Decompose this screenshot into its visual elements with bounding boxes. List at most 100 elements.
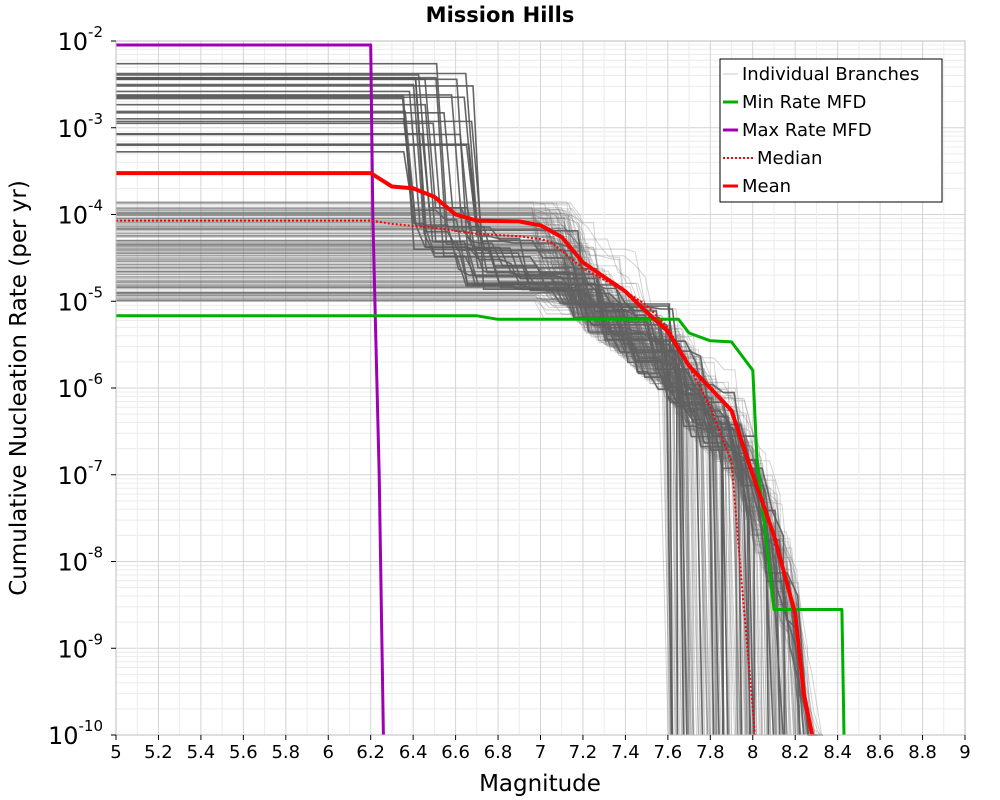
y-tick-label: 10-8 bbox=[57, 544, 103, 577]
individual-branch-line bbox=[116, 287, 677, 736]
y-tick-label: 10-2 bbox=[57, 23, 103, 56]
individual-branch-line bbox=[116, 289, 705, 736]
x-tick-label: 9 bbox=[959, 742, 970, 763]
legend-box bbox=[719, 58, 943, 203]
individual-branch-line bbox=[116, 230, 694, 736]
individual-branch-line bbox=[116, 144, 724, 736]
individual-branch-line bbox=[116, 219, 747, 736]
y-tick-label: 10-7 bbox=[57, 457, 103, 490]
individual-branch-line bbox=[116, 270, 777, 736]
individual-branch-line bbox=[116, 274, 700, 736]
individual-branch-line bbox=[116, 227, 700, 736]
y-tick-label: 10-4 bbox=[57, 197, 103, 230]
x-tick-label: 8.8 bbox=[908, 742, 937, 763]
individual-branch-line bbox=[116, 247, 715, 736]
individual-branch-line bbox=[116, 273, 708, 736]
individual-branch-line bbox=[116, 245, 757, 736]
individual-branch-line bbox=[116, 224, 780, 736]
individual-branch-line bbox=[116, 283, 679, 736]
individual-branch-line bbox=[116, 209, 708, 736]
individual-branch-line bbox=[116, 216, 711, 736]
individual-branch-line bbox=[116, 270, 757, 736]
individual-branch-line bbox=[116, 259, 816, 736]
individual-branch-line bbox=[116, 216, 689, 736]
x-tick-label: 5.4 bbox=[187, 742, 216, 763]
individual-branch-line bbox=[116, 218, 781, 736]
y-tick-label: 10-10 bbox=[48, 717, 103, 750]
individual-branch-line bbox=[116, 122, 786, 736]
individual-branch-line bbox=[116, 213, 727, 736]
individual-branch-line bbox=[116, 201, 751, 736]
individual-branch-line bbox=[116, 245, 792, 736]
individual-branch-line bbox=[116, 207, 815, 736]
individual-branch-line bbox=[116, 263, 735, 736]
median-line bbox=[116, 219, 756, 736]
individual-branch-line bbox=[116, 293, 797, 736]
x-tick-label: 7.8 bbox=[696, 742, 725, 763]
x-tick-label: 8.4 bbox=[823, 742, 852, 763]
individual-branch-line bbox=[116, 273, 692, 736]
x-tick-label: 8 bbox=[747, 742, 758, 763]
individual-branch-line bbox=[116, 285, 730, 736]
individual-branch-line bbox=[116, 257, 671, 736]
individual-branch-line bbox=[116, 234, 771, 736]
individual-branch-line bbox=[116, 294, 766, 736]
legend-label: Median bbox=[757, 148, 822, 169]
individual-branch-line bbox=[116, 253, 777, 736]
individual-branch-line bbox=[116, 280, 771, 736]
individual-branch-line bbox=[116, 299, 788, 736]
individual-branch-line bbox=[116, 297, 774, 736]
legend-label: Max Rate MFD bbox=[742, 120, 872, 141]
individual-branch-line bbox=[116, 210, 788, 736]
x-tick-label: 7 bbox=[535, 742, 546, 763]
individual-branch-line bbox=[116, 236, 754, 736]
individual-branch-line bbox=[116, 212, 716, 736]
individual-branch-line bbox=[116, 225, 748, 736]
individual-branch-line bbox=[116, 255, 783, 736]
individual-branch-line bbox=[116, 292, 713, 736]
individual-branch-line bbox=[116, 243, 703, 736]
individual-branch-line bbox=[116, 268, 676, 736]
individual-branch-line bbox=[116, 210, 768, 736]
individual-branch-line bbox=[116, 201, 737, 735]
individual-branch-line bbox=[116, 202, 689, 736]
individual-branch-line bbox=[116, 214, 742, 736]
individual-branch-line bbox=[116, 248, 669, 736]
individual-branch-line bbox=[116, 249, 802, 736]
individual-branch-line bbox=[116, 220, 709, 736]
individual-branch-line bbox=[116, 221, 791, 736]
x-tick-label: 6.4 bbox=[399, 742, 428, 763]
individual-branch-line bbox=[116, 244, 772, 736]
individual-branch-line bbox=[116, 132, 679, 736]
individual-branch-line bbox=[116, 229, 699, 736]
individual-branch-line bbox=[116, 103, 725, 736]
individual-branch-line bbox=[116, 227, 710, 736]
individual-branch-line bbox=[116, 251, 740, 736]
individual-branch-line bbox=[116, 72, 784, 736]
individual-branch-line bbox=[116, 254, 690, 736]
individual-branch-line bbox=[116, 242, 748, 736]
individual-branch-line bbox=[116, 286, 802, 736]
individual-branch-line bbox=[116, 244, 714, 736]
individual-branch-line bbox=[116, 246, 683, 736]
individual-branch-line bbox=[116, 290, 710, 736]
individual-branch-line bbox=[116, 250, 690, 736]
y-tick-label: 10-6 bbox=[57, 370, 103, 403]
individual-branch-line bbox=[116, 268, 726, 736]
individual-branch-line bbox=[116, 215, 678, 736]
individual-branch-line bbox=[116, 224, 763, 736]
individual-branch-line bbox=[116, 248, 787, 736]
individual-branch-line bbox=[116, 266, 732, 736]
x-tick-label: 5.6 bbox=[229, 742, 258, 763]
individual-branch-line bbox=[116, 244, 771, 736]
individual-branch-line bbox=[116, 242, 701, 736]
individual-branch-line bbox=[116, 276, 781, 736]
individual-branch-line bbox=[116, 76, 674, 736]
individual-branch-line bbox=[116, 95, 775, 736]
individual-branch-line bbox=[116, 267, 739, 736]
individual-branch-line bbox=[116, 255, 718, 736]
individual-branch-line bbox=[116, 291, 684, 736]
individual-branch-line bbox=[116, 234, 718, 736]
y-axis-label: Cumulative Nucleation Rate (per yr) bbox=[6, 180, 32, 596]
